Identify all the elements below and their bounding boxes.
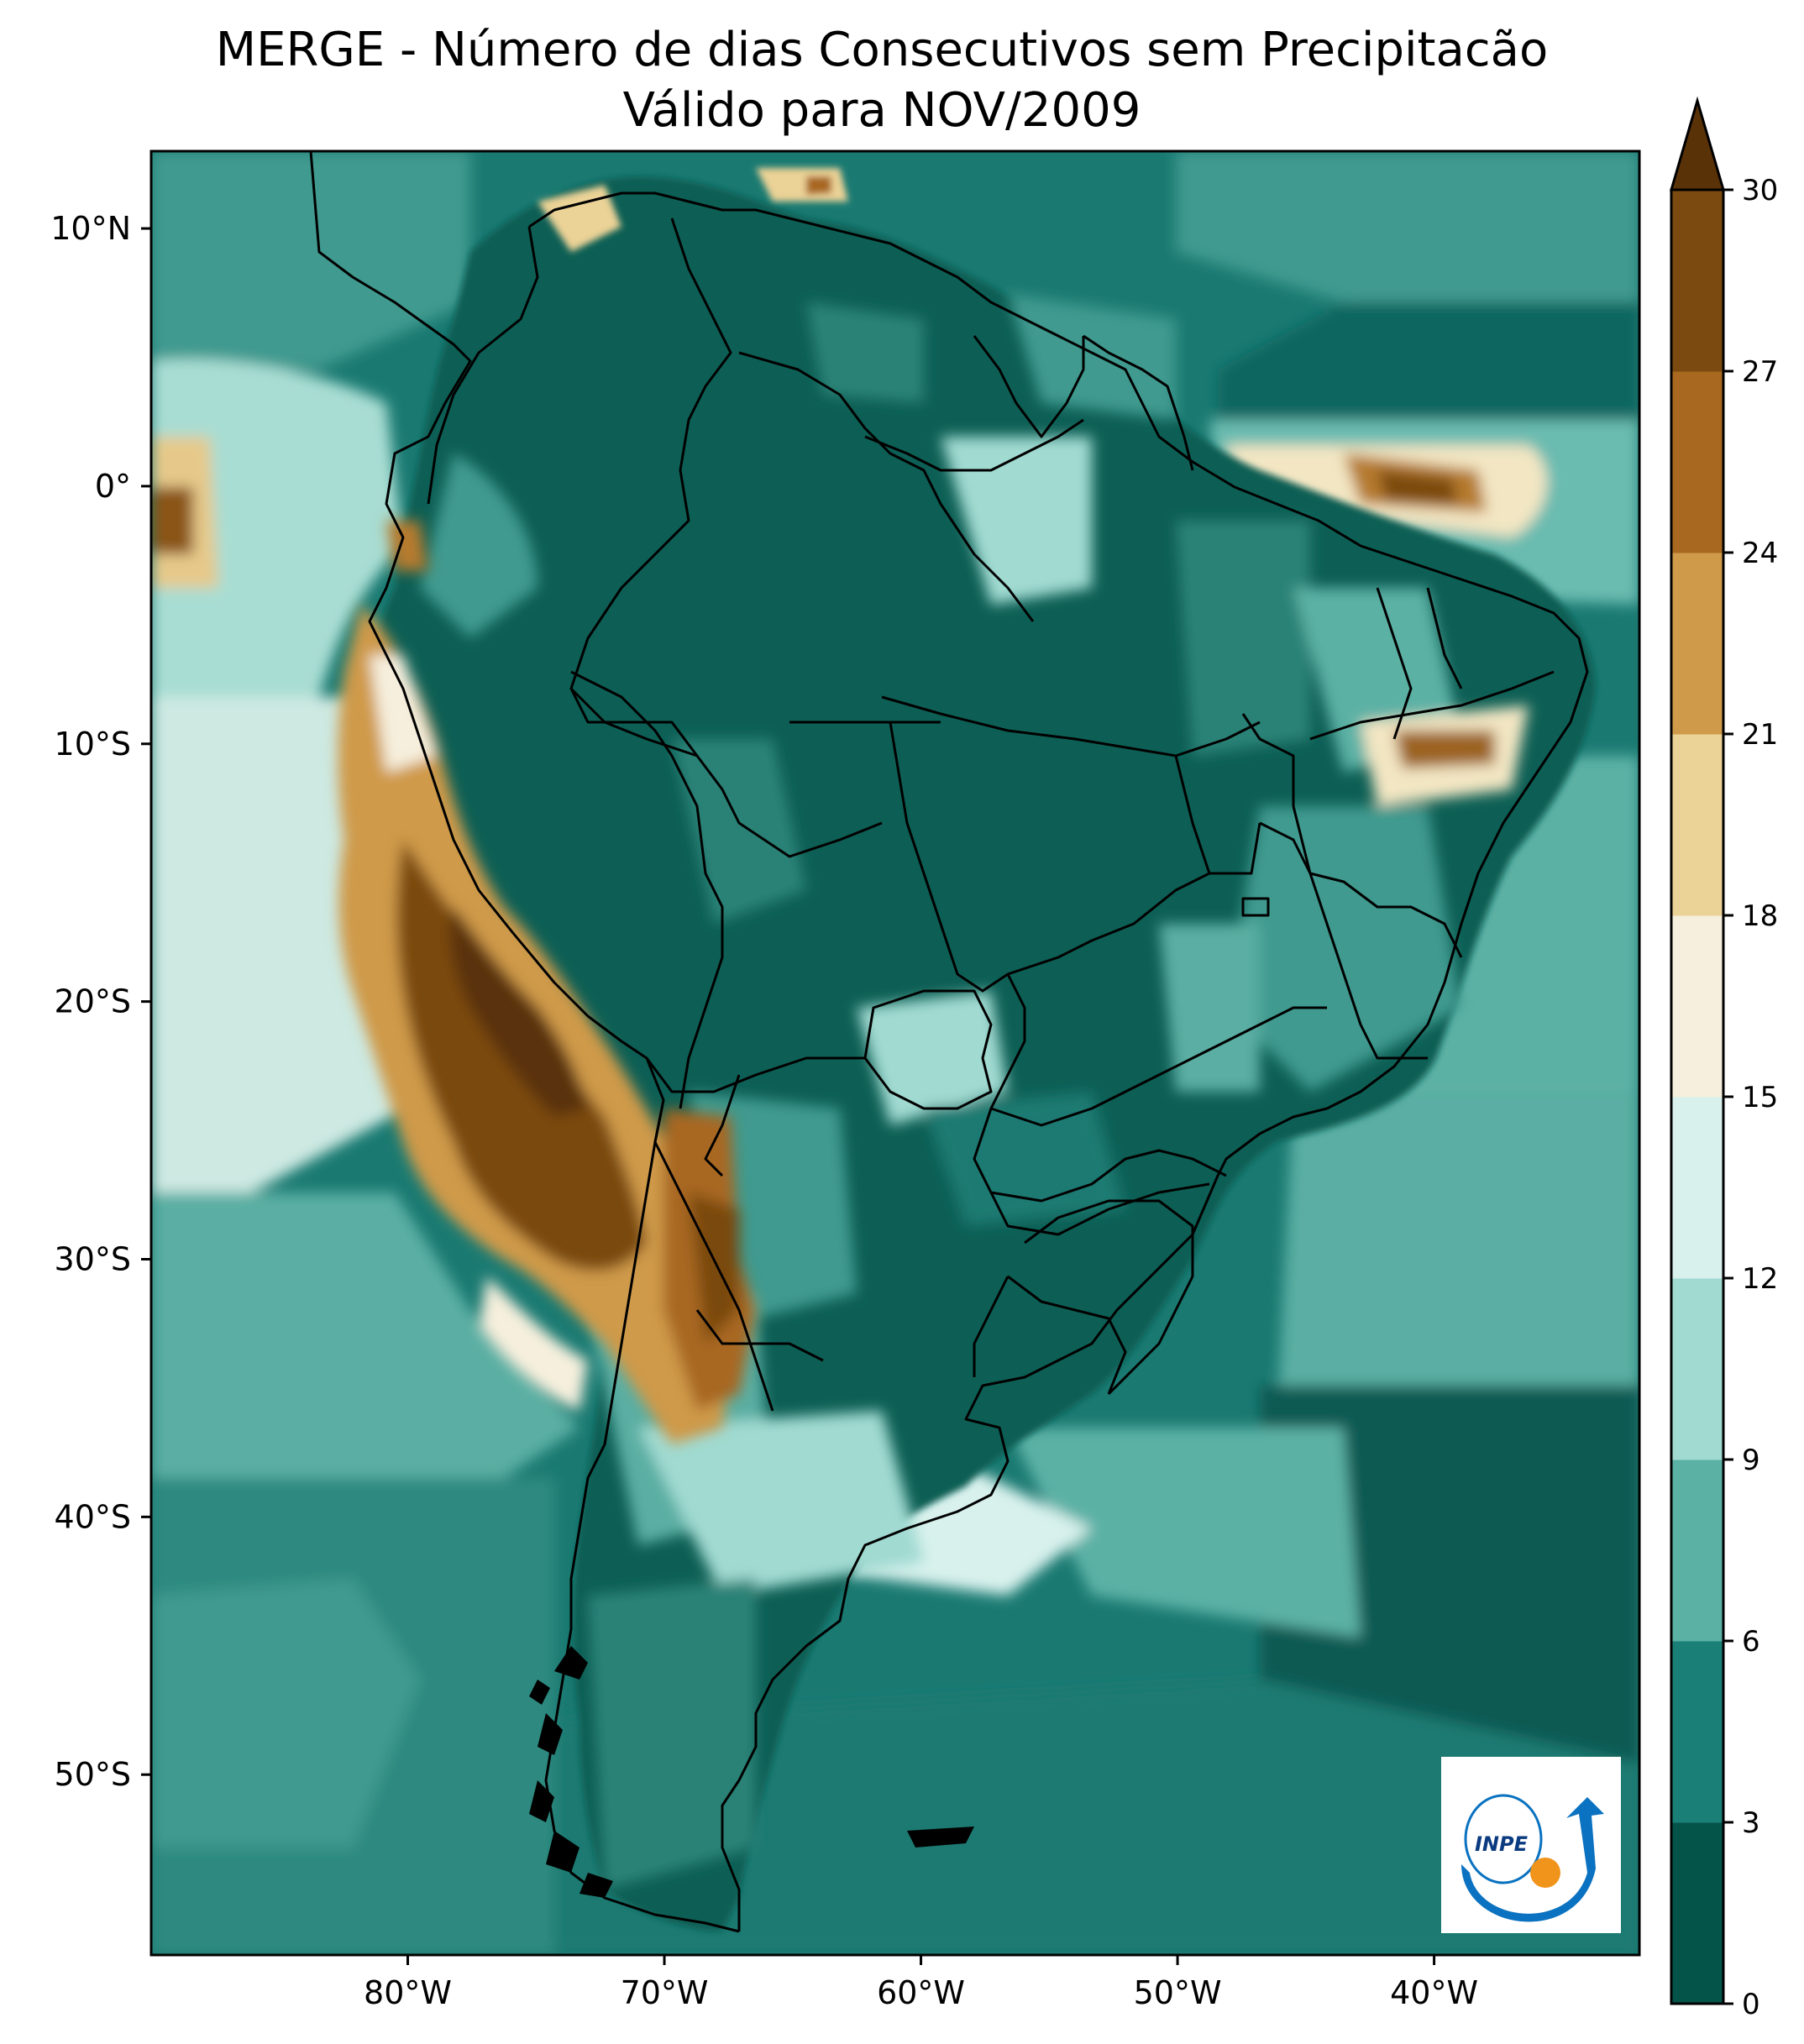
logo-arrow-icon — [1461, 1797, 1604, 1922]
colorbar-segment — [1671, 1460, 1723, 1642]
colorbar-label: 15 — [1742, 1081, 1778, 1114]
precipitation-field — [151, 151, 1639, 1955]
colorbar-label: 30 — [1742, 174, 1778, 207]
colorbar-segment — [1671, 1641, 1723, 1823]
colorbar-label: 9 — [1742, 1444, 1760, 1477]
colorbar-segment — [1671, 553, 1723, 735]
colorbar-segment — [1671, 1278, 1723, 1460]
colorbar-label: 12 — [1742, 1262, 1778, 1296]
colorbar-segment — [1671, 371, 1723, 553]
colorbar-label: 6 — [1742, 1625, 1760, 1659]
y-tick-label: 10°N — [50, 210, 131, 247]
logo-text: INPE — [1475, 1832, 1529, 1856]
map-title-line1: MERGE - Número de dias Consecutivos sem … — [215, 23, 1549, 77]
map-frame — [149, 149, 1641, 1957]
x-tick-label: 60°W — [877, 1974, 965, 2011]
logo-sun-icon — [1530, 1858, 1560, 1888]
colorbar-label: 24 — [1742, 537, 1778, 570]
y-tick-label: 40°S — [55, 1498, 131, 1535]
colorbar-label: 18 — [1742, 899, 1778, 933]
colorbar-extend-arrow — [1669, 96, 1726, 191]
y-tick-label: 20°S — [55, 983, 131, 1020]
y-tick-label: 0° — [95, 468, 131, 505]
inpe-logo: INPE — [1441, 1757, 1621, 1933]
colorbar-segment — [1671, 1097, 1723, 1279]
colorbar-segment — [1671, 190, 1723, 372]
colorbar: 0 3 6 9 12 15 18 21 24 27 30 — [1669, 96, 1778, 2021]
colorbar-label: 3 — [1742, 1806, 1760, 1840]
y-tick-label: 10°S — [55, 726, 131, 763]
logo-orbit-icon — [1464, 1794, 1543, 1884]
x-tick-label: 50°W — [1134, 1974, 1222, 2011]
map-title-line2: Válido para NOV/2009 — [622, 83, 1141, 138]
colorbar-segment — [1671, 1822, 1723, 2005]
colorbar-segment — [1671, 915, 1723, 1098]
colorbar-label: 0 — [1742, 1988, 1760, 2021]
colorbar-segment — [1671, 734, 1723, 916]
x-tick-label: 80°W — [364, 1974, 452, 2011]
colorbar-label: 27 — [1742, 355, 1778, 389]
y-tick-label: 30°S — [55, 1240, 131, 1277]
x-tick-label: 40°W — [1390, 1974, 1478, 2011]
colorbar-label: 21 — [1742, 718, 1778, 752]
country-borders — [309, 151, 1589, 1933]
southern-coast-islands — [529, 1646, 974, 1898]
x-tick-label: 70°W — [621, 1974, 709, 2011]
y-tick-label: 50°S — [55, 1756, 131, 1793]
